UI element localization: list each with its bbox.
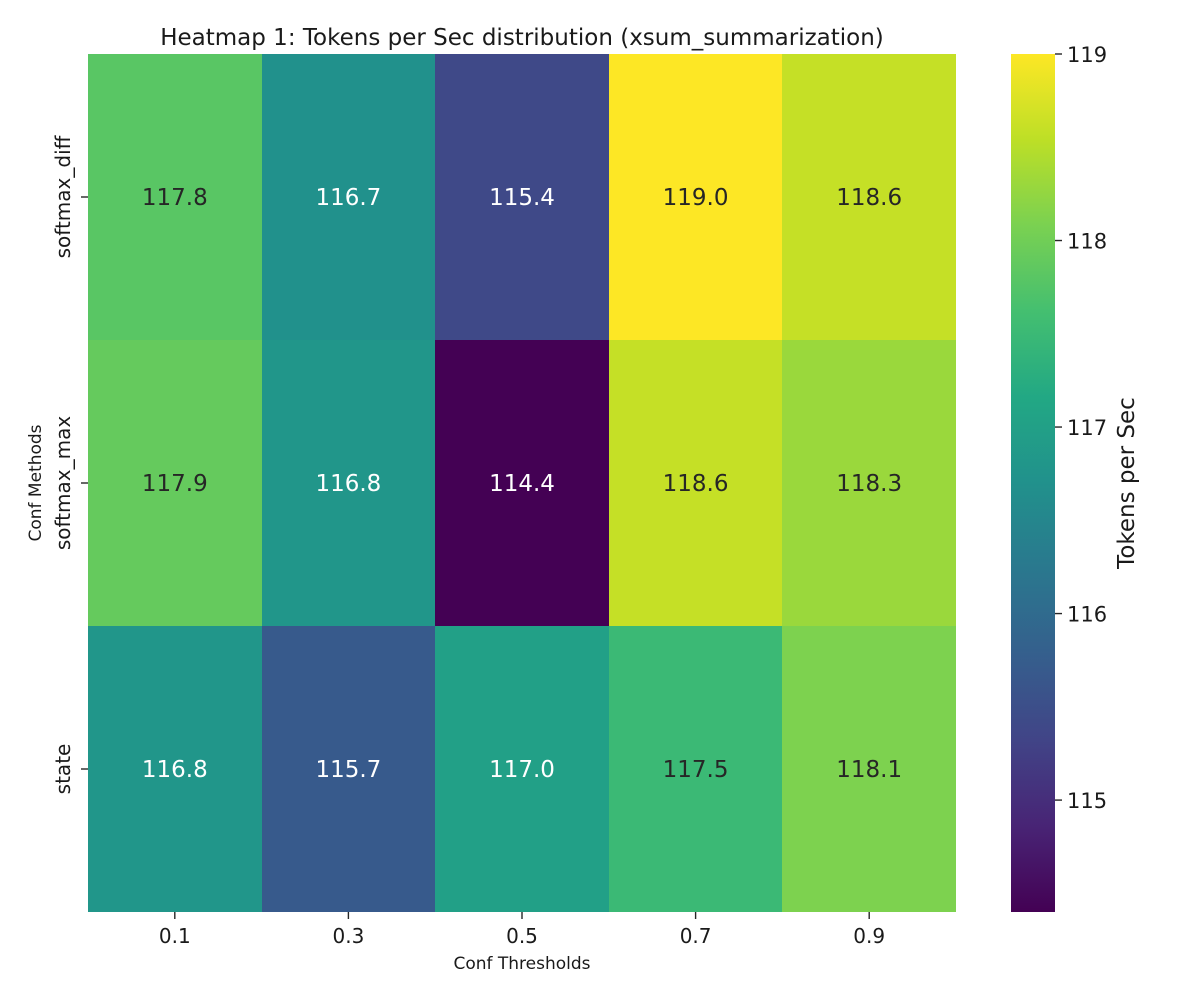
chart-title: Heatmap 1: Tokens per Sec distribution (…: [160, 25, 884, 51]
colorbar-tick-label: 117: [1067, 416, 1107, 440]
cell-value-label: 114.4: [489, 471, 555, 497]
cell-value-label: 116.7: [315, 185, 381, 211]
cell-value-label: 117.0: [489, 757, 555, 783]
heatmap-cell: [435, 340, 609, 626]
heatmap-cell: [782, 340, 956, 626]
cell-value-label: 118.1: [836, 757, 902, 783]
cell-value-label: 117.9: [142, 471, 208, 497]
x-tick-label: 0.7: [680, 924, 712, 948]
heatmap-cell-labels: 117.8 116.7 115.4 119.0 118.6 117.9 116.8 114.4…: [142, 185, 902, 783]
colorbar-label: Tokens per Sec: [1114, 397, 1140, 570]
heatmap-cell: [435, 626, 609, 912]
cell-value-label: 118.6: [663, 471, 729, 497]
colorbar-tick-label: 116: [1067, 603, 1107, 627]
y-tick-label: softmax_max: [51, 416, 75, 551]
heatmap-cell: [609, 340, 782, 626]
colorbar-tick-label: 118: [1067, 230, 1107, 254]
cell-value-label: 117.8: [142, 185, 208, 211]
heatmap-cell: [782, 54, 956, 340]
cell-value-label: 118.6: [836, 185, 902, 211]
colorbar-axis: 115 116 117 118 119: [1055, 43, 1107, 813]
colorbar-tick-label: 115: [1067, 789, 1107, 813]
heatmap-cell: [262, 626, 435, 912]
cell-value-label: 119.0: [663, 185, 729, 211]
x-tick-label: 0.3: [332, 924, 364, 948]
colorbar: [1011, 54, 1055, 912]
colorbar-tick-label: 119: [1067, 43, 1107, 67]
x-axis-label: Conf Thresholds: [453, 954, 590, 974]
heatmap-cell: [782, 626, 956, 912]
cell-value-label: 116.8: [142, 757, 208, 783]
y-tick-label: softmax_diff: [51, 134, 75, 258]
heatmap-cell: [88, 340, 262, 626]
heatmap-cell: [609, 54, 782, 340]
heatmap-cell: [88, 54, 262, 340]
cell-value-label: 115.7: [315, 757, 381, 783]
y-tick-label: state: [51, 744, 75, 795]
cell-value-label: 115.4: [489, 185, 555, 211]
heatmap-cell: [88, 626, 262, 912]
cell-value-label: 116.8: [315, 471, 381, 497]
heatmap-cell: [262, 54, 435, 340]
heatmap-cells: [88, 54, 956, 912]
x-tick-label: 0.5: [506, 924, 538, 948]
x-axis: 0.1 0.3 0.5 0.7 0.9: [159, 912, 885, 948]
heatmap-cell: [435, 54, 609, 340]
cell-value-label: 118.3: [836, 471, 902, 497]
y-axis-label: Conf Methods: [26, 424, 46, 541]
x-tick-label: 0.9: [853, 924, 885, 948]
cell-value-label: 117.5: [663, 757, 729, 783]
heatmap-cell: [262, 340, 435, 626]
x-tick-label: 0.1: [159, 924, 191, 948]
heatmap-cell: [609, 626, 782, 912]
